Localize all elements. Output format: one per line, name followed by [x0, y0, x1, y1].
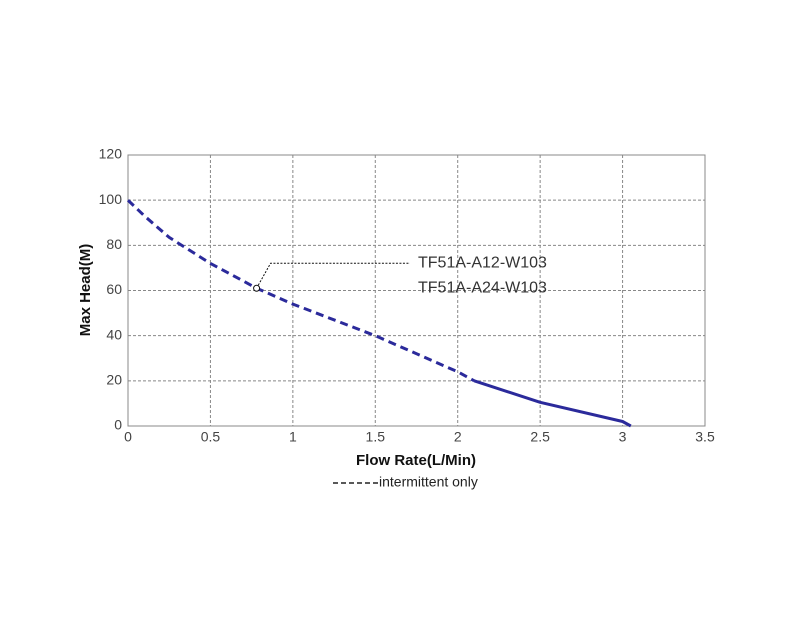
x-tick-label: 0 — [124, 429, 132, 445]
series-line — [473, 379, 632, 428]
x-tick-label: 1 — [289, 429, 297, 445]
y-tick-label: 40 — [106, 326, 122, 342]
x-tick-label: 1.5 — [366, 429, 386, 445]
plot-frame — [127, 154, 706, 427]
x-tick-label: 0.5 — [201, 429, 221, 445]
annotation-leader — [256, 262, 410, 289]
y-tick-label: 120 — [99, 146, 123, 162]
x-tick-label: 3.5 — [695, 429, 715, 445]
y-tick-label: 60 — [106, 281, 122, 297]
annotation-text: TF51A-A24-W103 — [418, 279, 547, 296]
x-tick-label: 2.5 — [530, 429, 550, 445]
x-axis-label: Flow Rate(L/Min) — [356, 452, 476, 469]
annotation-point — [253, 284, 261, 292]
x-tick-label: 3 — [619, 429, 627, 445]
x-tick-label: 2 — [454, 429, 462, 445]
y-tick-label: 80 — [106, 236, 122, 252]
y-tick-label: 20 — [106, 372, 122, 388]
y-axis-label: Max Head(M) — [77, 244, 94, 337]
y-tick-label: 0 — [114, 417, 122, 433]
y-tick-label: 100 — [99, 191, 123, 207]
note: intermittent only — [379, 474, 478, 490]
annotation-text: TF51A-A12-W103 — [418, 254, 547, 271]
